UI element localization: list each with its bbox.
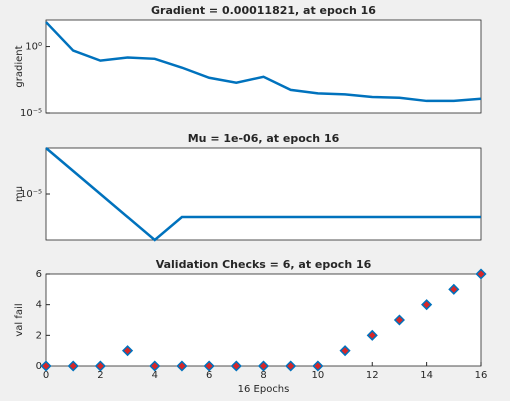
marker: [339, 345, 351, 357]
marker: [94, 360, 106, 372]
marker: [230, 360, 242, 372]
y-tick-label: 10⁻⁵: [20, 189, 42, 200]
marker: [366, 329, 378, 341]
y-tick-label: 0: [36, 361, 42, 372]
y-axis-label: gradient: [14, 45, 25, 87]
line: [45, 147, 481, 242]
x-tick-label: 8: [260, 370, 266, 381]
y-tick-label: 6: [36, 269, 42, 280]
marker: [475, 268, 487, 280]
marker: [393, 314, 405, 326]
marker: [421, 299, 433, 311]
marker: [149, 360, 161, 372]
y-axis-label: mu: [14, 186, 25, 202]
marker: [176, 360, 188, 372]
y-tick-label: 4: [36, 300, 42, 311]
y-axis-label: val fail: [14, 303, 25, 336]
y-tick-label: 10⁻⁵: [20, 108, 42, 119]
x-tick-label: 12: [366, 370, 379, 381]
axes-title: Mu = 1e-06, at epoch 16: [188, 132, 340, 145]
marker: [67, 360, 79, 372]
marker: [40, 360, 52, 372]
x-tick-label: 10: [312, 370, 325, 381]
x-tick-label: 2: [97, 370, 103, 381]
marker: [312, 360, 324, 372]
x-tick-label: 4: [152, 370, 158, 381]
axes: [45, 147, 482, 241]
x-tick-label: 6: [206, 370, 212, 381]
y-tick-label: 10⁰: [25, 42, 42, 53]
axes: [45, 273, 482, 367]
axes: [45, 19, 482, 114]
x-tick-label: 0: [43, 370, 49, 381]
x-tick-label: 16: [475, 370, 488, 381]
marker: [203, 360, 215, 372]
axes-title: Validation Checks = 6, at epoch 16: [156, 258, 372, 271]
x-tick-label: 14: [420, 370, 433, 381]
x-axis-label: 16 Epochs: [238, 384, 290, 395]
marker: [257, 360, 270, 372]
axes-title: Gradient = 0.00011821, at epoch 16: [151, 4, 376, 17]
marker: [122, 345, 134, 357]
y-tick-label: 2: [36, 330, 42, 341]
marker: [285, 360, 297, 372]
line: [45, 21, 482, 103]
marker: [448, 283, 460, 295]
